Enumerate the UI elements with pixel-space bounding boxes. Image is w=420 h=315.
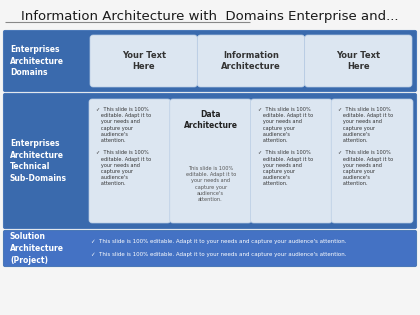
FancyBboxPatch shape [90, 35, 197, 87]
Text: Enterprises
Architecture
Technical
Sub-Domains: Enterprises Architecture Technical Sub-D… [10, 139, 67, 183]
FancyBboxPatch shape [3, 231, 417, 266]
Text: Enterprises
Architecture
Domains: Enterprises Architecture Domains [10, 45, 64, 77]
Text: ✓  This slide is 100%
   editable. Adapt it to
   your needs and
   capture your: ✓ This slide is 100% editable. Adapt it … [338, 107, 394, 186]
Text: Information
Architecture: Information Architecture [221, 51, 281, 72]
Text: Data
Architecture: Data Architecture [184, 110, 238, 130]
FancyBboxPatch shape [331, 99, 413, 223]
Text: ✓  This slide is 100% editable. Adapt it to your needs and capture your audience: ✓ This slide is 100% editable. Adapt it … [91, 252, 346, 257]
Text: This slide is 100%
editable. Adapt it to
your needs and
capture your
audience's
: This slide is 100% editable. Adapt it to… [186, 166, 236, 202]
Text: Your Text
Here: Your Text Here [122, 51, 166, 72]
FancyBboxPatch shape [3, 94, 417, 228]
FancyBboxPatch shape [89, 99, 171, 223]
Text: Your Text
Here: Your Text Here [336, 51, 381, 72]
FancyBboxPatch shape [3, 31, 417, 91]
FancyBboxPatch shape [304, 35, 412, 87]
FancyBboxPatch shape [197, 35, 304, 87]
Text: ✓  This slide is 100% editable. Adapt it to your needs and capture your audience: ✓ This slide is 100% editable. Adapt it … [91, 239, 346, 244]
Text: Solution
Architecture
(Project): Solution Architecture (Project) [10, 232, 64, 265]
FancyBboxPatch shape [250, 99, 332, 223]
Text: ✓  This slide is 100%
   editable. Adapt it to
   your needs and
   capture your: ✓ This slide is 100% editable. Adapt it … [96, 107, 151, 186]
Text: ✓  This slide is 100%
   editable. Adapt it to
   your needs and
   capture your: ✓ This slide is 100% editable. Adapt it … [257, 107, 312, 186]
Text: Information Architecture with  Domains Enterprise and...: Information Architecture with Domains En… [21, 10, 399, 23]
FancyBboxPatch shape [170, 99, 252, 223]
